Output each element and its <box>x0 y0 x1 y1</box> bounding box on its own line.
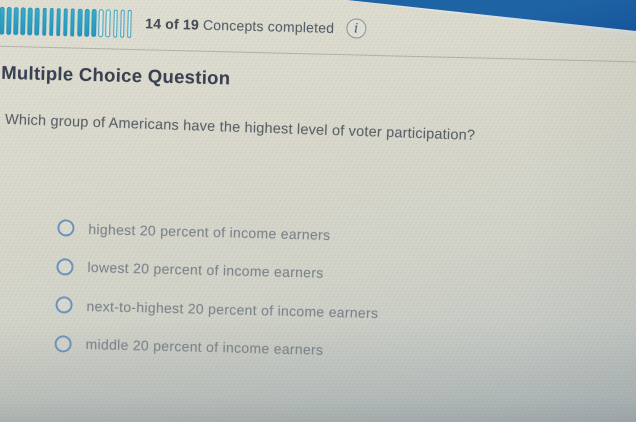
radio-button[interactable] <box>54 334 72 353</box>
question-prompt: Which group of Americans have the highes… <box>4 111 476 144</box>
progress-segment <box>112 9 118 38</box>
progress-segment <box>84 8 90 37</box>
progress-segment <box>20 6 26 35</box>
answer-option[interactable]: next-to-highest 20 percent of income ear… <box>55 296 379 321</box>
progress-segment <box>41 7 47 36</box>
progress-label: 14 of 19 Concepts completed <box>145 15 334 36</box>
answer-option[interactable]: lowest 20 percent of income earners <box>56 257 379 282</box>
answer-option[interactable]: middle 20 percent of income earners <box>54 334 377 359</box>
progress-segment <box>34 7 40 36</box>
question-type-heading: Multiple Choice Question <box>0 61 231 89</box>
progress-segment <box>27 6 33 36</box>
radio-button[interactable] <box>55 296 73 314</box>
progress-segment <box>77 8 83 37</box>
info-icon[interactable]: i <box>345 18 367 39</box>
progress-segment <box>6 6 12 35</box>
progress-segment <box>0 6 5 35</box>
progress-segment <box>119 9 125 38</box>
progress-bar <box>0 5 135 38</box>
header-divider <box>0 45 636 64</box>
progress-segment <box>48 7 54 36</box>
progress-segment <box>91 8 97 37</box>
answer-option-label: middle 20 percent of income earners <box>85 335 324 358</box>
progress-header: 14 of 19 Concepts completed i <box>0 3 367 46</box>
answer-option-label: highest 20 percent of income earners <box>88 220 331 243</box>
options-list: highest 20 percent of income earners low… <box>54 219 380 382</box>
progress-segment <box>98 8 104 37</box>
progress-segment <box>70 7 76 37</box>
progress-text: Concepts completed <box>202 16 335 36</box>
progress-count: 14 of 19 <box>145 15 200 33</box>
answer-option-label: lowest 20 percent of income earners <box>87 258 324 281</box>
radio-button[interactable] <box>56 257 74 276</box>
answer-option-label: next-to-highest 20 percent of income ear… <box>86 297 379 321</box>
radio-button[interactable] <box>57 219 75 237</box>
progress-segment <box>13 6 19 35</box>
progress-segment <box>55 7 62 36</box>
progress-segment <box>105 8 111 37</box>
answer-option[interactable]: highest 20 percent of income earners <box>57 219 380 243</box>
progress-segment <box>62 7 69 36</box>
progress-segment <box>126 9 132 38</box>
